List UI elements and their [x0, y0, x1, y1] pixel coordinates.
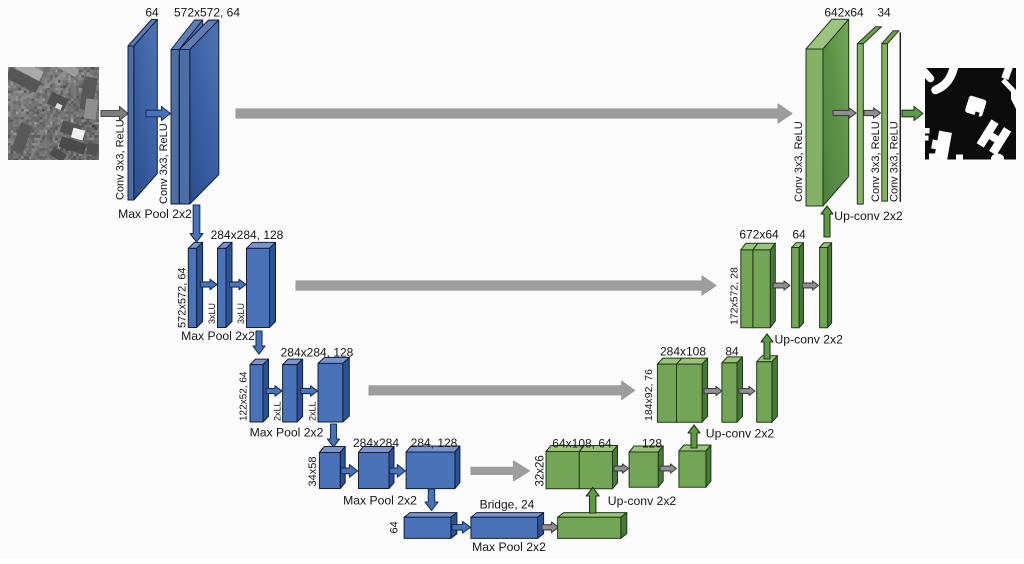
svg-text:172x572, 28: 172x572, 28: [729, 267, 741, 325]
svg-text:3xLU: 3xLU: [207, 303, 217, 324]
svg-text:284, 128: 284, 128: [411, 436, 458, 450]
svg-text:284x284, 128: 284x284, 128: [281, 346, 354, 360]
svg-text:Conv 3x3, ReLU: Conv 3x3, ReLU: [115, 119, 127, 200]
svg-text:122x52, 64: 122x52, 64: [239, 371, 250, 421]
svg-text:64: 64: [389, 521, 401, 533]
svg-text:Conv 3x3, ReLU: Conv 3x3, ReLU: [889, 121, 901, 202]
svg-text:Up-conv 2x2: Up-conv 2x2: [706, 427, 775, 441]
svg-text:Max Pool 2x2: Max Pool 2x2: [181, 329, 255, 343]
svg-text:2xLL: 2xLL: [308, 401, 318, 421]
svg-text:34x58: 34x58: [307, 457, 319, 487]
svg-text:572x572, 64: 572x572, 64: [177, 267, 189, 328]
svg-text:64: 64: [792, 228, 806, 242]
svg-text:642x64: 642x64: [824, 6, 864, 20]
svg-text:Up-conv 2x2: Up-conv 2x2: [774, 333, 843, 347]
svg-text:Conv 3x3, ReLU: Conv 3x3, ReLU: [793, 121, 805, 202]
svg-text:Up-conv 2x2: Up-conv 2x2: [608, 494, 677, 508]
svg-text:64x108, 64: 64x108, 64: [552, 437, 612, 451]
svg-text:284x108: 284x108: [660, 345, 706, 359]
svg-text:32x26: 32x26: [535, 455, 547, 486]
svg-text:3xLU: 3xLU: [236, 303, 246, 324]
svg-text:Up-conv 2x2: Up-conv 2x2: [834, 209, 903, 223]
svg-text:64: 64: [145, 6, 159, 20]
svg-text:184x92, 76: 184x92, 76: [643, 369, 655, 421]
svg-text:284x284: 284x284: [353, 436, 399, 450]
svg-text:Conv 3x3, ReLU: Conv 3x3, ReLU: [158, 123, 170, 204]
svg-text:34: 34: [877, 6, 891, 20]
svg-text:Max Pool 2x2: Max Pool 2x2: [343, 494, 417, 508]
svg-text:Conv 3x3, ReLU: Conv 3x3, ReLU: [870, 121, 882, 202]
svg-text:Max Pool 2x2: Max Pool 2x2: [118, 207, 192, 221]
svg-text:672x64: 672x64: [739, 228, 779, 242]
svg-text:Max Pool 2x2: Max Pool 2x2: [472, 540, 546, 554]
svg-text:84: 84: [725, 345, 739, 359]
svg-text:Max Pool 2x2: Max Pool 2x2: [250, 426, 324, 440]
svg-text:2xLL: 2xLL: [273, 401, 283, 421]
svg-text:Bridge, 24: Bridge, 24: [480, 498, 535, 512]
svg-text:128: 128: [642, 437, 662, 451]
svg-text:572x572, 64: 572x572, 64: [174, 6, 240, 20]
svg-text:284x284, 128: 284x284, 128: [211, 228, 284, 242]
